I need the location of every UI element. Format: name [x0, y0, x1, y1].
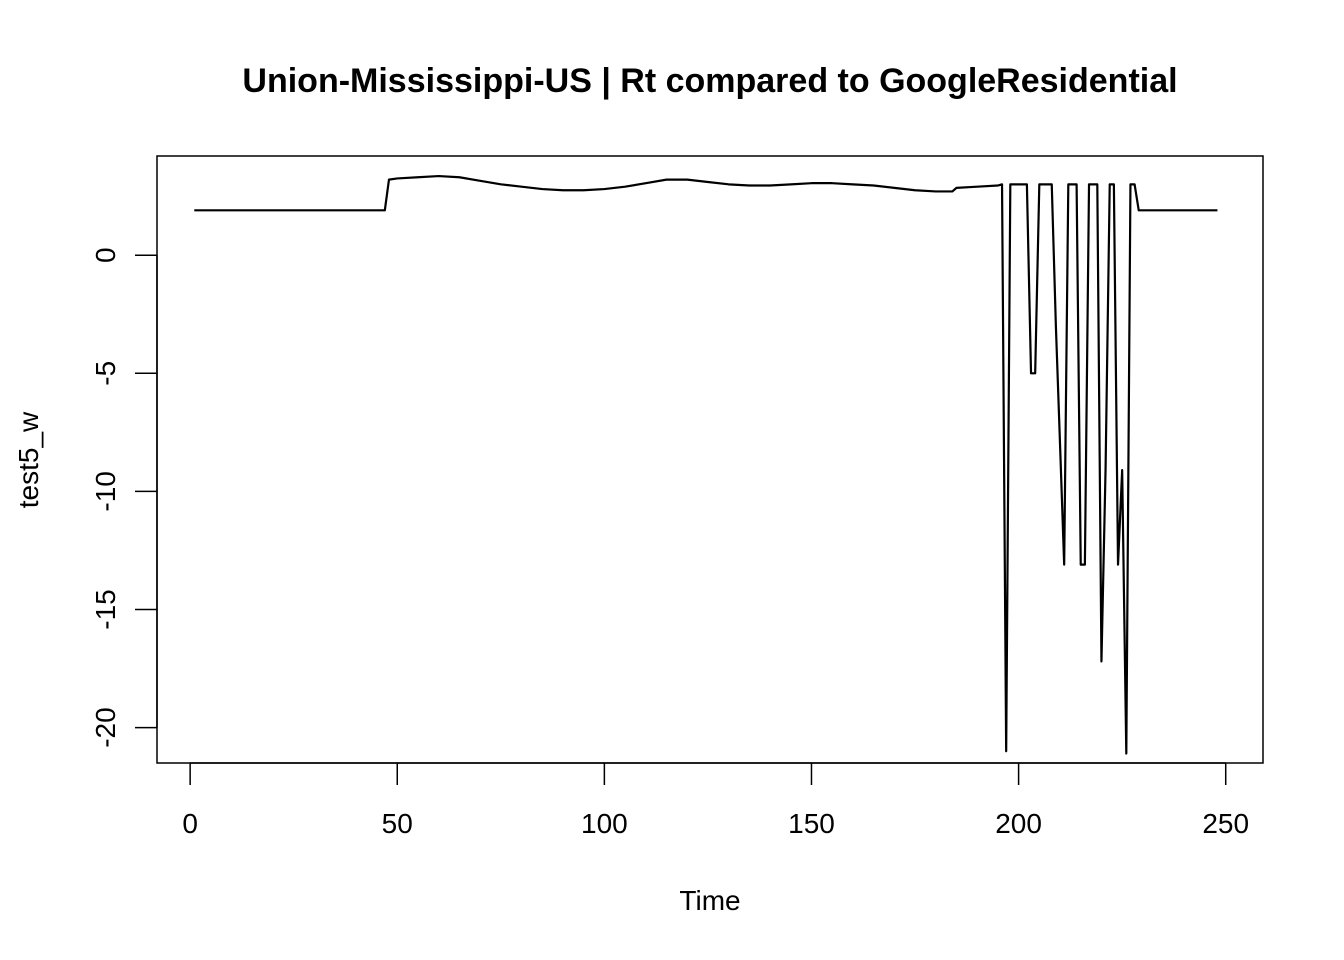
y-tick-label: -5: [90, 361, 121, 386]
y-axis: 0 -5 -10 -15 -20: [90, 247, 158, 748]
y-axis-label: test5_w: [13, 411, 44, 508]
y-tick-label: -20: [90, 707, 121, 747]
x-tick-label: 0: [182, 808, 198, 839]
series-group: [194, 174, 1218, 755]
series-line: [194, 174, 1218, 755]
y-tick-label: 0: [90, 247, 121, 263]
x-axis: 0 50 100 150 200 250: [182, 762, 1249, 839]
chart-title: Union-Mississippi-US | Rt compared to Go…: [242, 62, 1177, 100]
x-tick-label: 250: [1202, 808, 1249, 839]
y-tick-label: -15: [90, 589, 121, 629]
x-tick-label: 150: [788, 808, 835, 839]
x-axis-label: Time: [679, 885, 740, 916]
x-tick-label: 50: [382, 808, 413, 839]
x-tick-label: 200: [995, 808, 1042, 839]
x-tick-label: 100: [581, 808, 628, 839]
y-tick-label: -10: [90, 471, 121, 511]
